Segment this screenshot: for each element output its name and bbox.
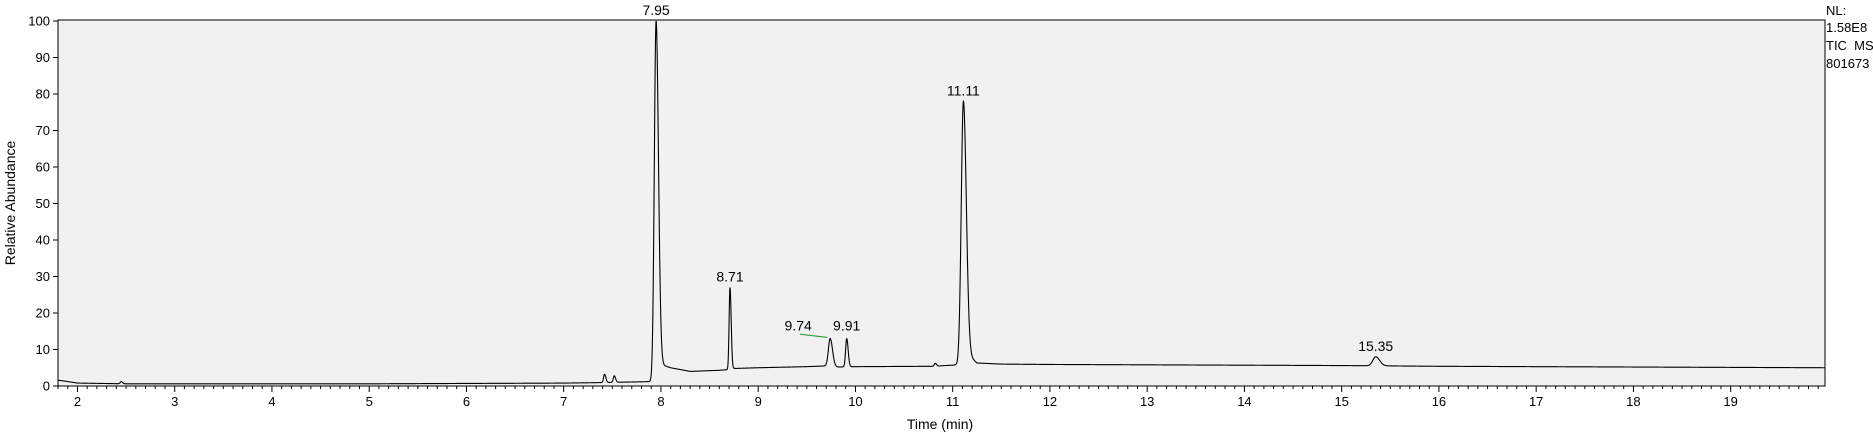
y-axis-title: Relative Abundance <box>2 141 18 266</box>
y-tick-label: 40 <box>36 233 50 248</box>
nl-label: NL: <box>1826 3 1846 18</box>
y-tick-label: 70 <box>36 123 50 138</box>
info-block: NL: 1.58E8 TIC MS 801673 <box>1826 3 1873 71</box>
y-tick-label: 100 <box>28 14 50 29</box>
x-tick-label: 9 <box>755 394 762 409</box>
x-tick-label: 11 <box>946 394 960 409</box>
x-tick-label: 8 <box>657 394 664 409</box>
x-tick-label: 17 <box>1529 394 1543 409</box>
x-tick-label: 13 <box>1140 394 1154 409</box>
trace-label: TIC MS <box>1826 38 1873 53</box>
y-axis: 0 10 20 30 40 50 60 70 80 90 100 <box>28 14 58 394</box>
x-tick-label: 6 <box>463 394 470 409</box>
x-tick-label: 3 <box>171 394 178 409</box>
y-tick-label: 50 <box>36 196 50 211</box>
x-axis: 2 3 4 5 6 7 8 9 10 11 12 13 14 15 16 17 18 19 <box>57 386 1819 409</box>
peak-labels: 7.95 8.71 9.74 9.91 11.11 15.35 <box>642 2 1393 354</box>
plot-area <box>57 19 1826 387</box>
x-tick-label: 5 <box>366 394 373 409</box>
x-tick-label: 16 <box>1432 394 1446 409</box>
baseline-marker-line <box>799 333 828 339</box>
x-tick-label: 2 <box>74 394 81 409</box>
x-tick-label: 12 <box>1043 394 1057 409</box>
x-tick-label: 15 <box>1334 394 1348 409</box>
peak-label: 8.71 <box>716 268 743 284</box>
y-tick-label: 90 <box>36 50 50 65</box>
x-tick-label: 18 <box>1626 394 1640 409</box>
peak-label: 15.35 <box>1358 338 1393 354</box>
y-tick-label: 30 <box>36 269 50 284</box>
peak-label: 11.11 <box>947 82 980 98</box>
x-axis-title: Time (min) <box>907 416 973 432</box>
x-tick-label: 4 <box>268 394 275 409</box>
x-tick-label: 14 <box>1237 394 1251 409</box>
nl-value: 1.58E8 <box>1826 20 1867 35</box>
file-id: 801673 <box>1826 56 1869 71</box>
x-tick-label: 19 <box>1723 394 1737 409</box>
peak-label: 7.95 <box>642 2 669 18</box>
peak-label: 9.74 <box>785 318 812 334</box>
y-tick-label: 60 <box>36 160 50 175</box>
y-tick-label: 10 <box>36 342 50 357</box>
y-tick-label: 20 <box>36 306 50 321</box>
x-tick-label: 7 <box>560 394 567 409</box>
x-tick-label: 10 <box>848 394 862 409</box>
y-tick-label: 80 <box>36 87 50 102</box>
peak-label: 9.91 <box>833 318 860 334</box>
y-tick-label: 0 <box>43 379 50 394</box>
tic-trace-line <box>57 20 1825 385</box>
